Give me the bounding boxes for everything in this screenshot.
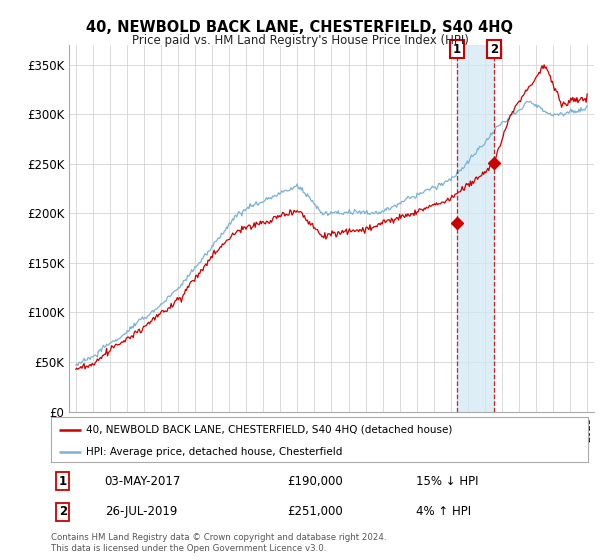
Text: 1: 1 [453,43,461,55]
Text: HPI: Average price, detached house, Chesterfield: HPI: Average price, detached house, Ches… [86,447,342,457]
Text: 40, NEWBOLD BACK LANE, CHESTERFIELD, S40 4HQ: 40, NEWBOLD BACK LANE, CHESTERFIELD, S40… [86,20,514,35]
Text: 03-MAY-2017: 03-MAY-2017 [105,475,181,488]
Text: 15% ↓ HPI: 15% ↓ HPI [416,475,479,488]
Text: £251,000: £251,000 [287,506,343,519]
Text: 26-JUL-2019: 26-JUL-2019 [105,506,177,519]
Text: £190,000: £190,000 [287,475,343,488]
Text: 4% ↑ HPI: 4% ↑ HPI [416,506,471,519]
Text: 2: 2 [490,43,499,55]
Text: 1: 1 [59,475,67,488]
Text: 40, NEWBOLD BACK LANE, CHESTERFIELD, S40 4HQ (detached house): 40, NEWBOLD BACK LANE, CHESTERFIELD, S40… [86,424,452,435]
Text: Contains HM Land Registry data © Crown copyright and database right 2024.
This d: Contains HM Land Registry data © Crown c… [51,533,386,553]
Text: Price paid vs. HM Land Registry's House Price Index (HPI): Price paid vs. HM Land Registry's House … [131,34,469,46]
Bar [457,45,494,412]
Text: 2: 2 [59,506,67,519]
